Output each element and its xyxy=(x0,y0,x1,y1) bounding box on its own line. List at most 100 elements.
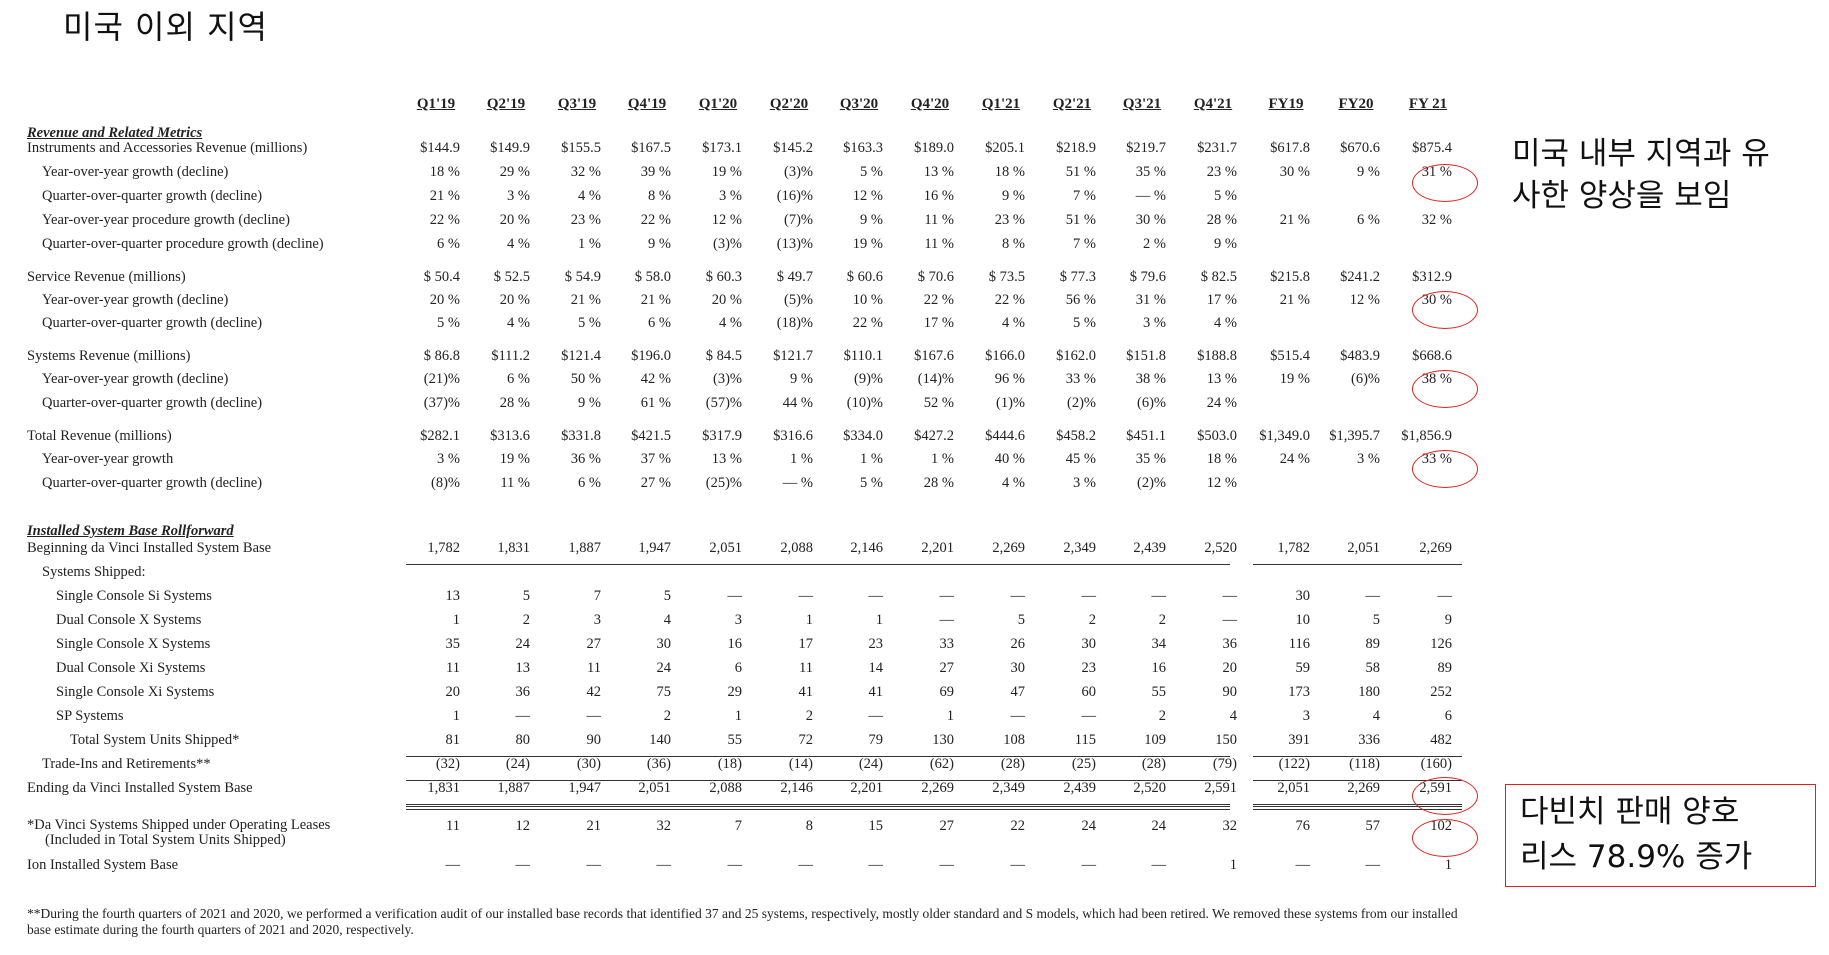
table-cell: 23 xyxy=(1081,660,1097,676)
table-cell: 7 xyxy=(593,588,601,604)
table-cell: — xyxy=(727,857,743,873)
table-cell: (160) xyxy=(1420,756,1452,772)
table-cell: $ 50.4 xyxy=(423,269,460,285)
table-cell: 8 % xyxy=(648,188,671,204)
highlight-oval xyxy=(1412,164,1478,202)
table-cell: (25) xyxy=(1071,756,1096,772)
table-cell: (118) xyxy=(1349,756,1380,772)
table-cell: $483.9 xyxy=(1340,348,1380,364)
table-cell: — xyxy=(798,588,814,604)
table-cell: 3 % xyxy=(719,188,742,204)
table-cell: $173.1 xyxy=(702,140,742,156)
table-cell: 18 % xyxy=(1206,451,1237,467)
table-cell: $ 58.0 xyxy=(634,269,671,285)
table-cell: (10)% xyxy=(846,395,883,411)
row-label: Quarter-over-quarter growth (decline) xyxy=(42,315,263,331)
annotation-box xyxy=(1505,784,1816,887)
table-cell: 3 % xyxy=(507,188,530,204)
table-cell: 32 % xyxy=(1421,212,1452,228)
table-cell: $427.2 xyxy=(914,428,954,444)
table-cell: $668.6 xyxy=(1412,348,1452,364)
table-cell: 76 xyxy=(1295,818,1311,834)
table-cell: 1 xyxy=(1444,857,1452,873)
table-cell: 2,520 xyxy=(1204,540,1237,556)
table-cell: — xyxy=(586,708,602,724)
table-cell: (32) xyxy=(435,756,460,772)
table-cell: 11 % xyxy=(924,236,954,252)
table-cell: 24 % xyxy=(1206,395,1237,411)
table-cell: 1,947 xyxy=(638,540,671,556)
row-label: Systems Shipped: xyxy=(42,564,146,580)
table-cell: 1 xyxy=(1229,857,1237,873)
highlight-oval xyxy=(1412,450,1478,488)
table-cell: 4 % xyxy=(719,315,742,331)
table-cell: 13 xyxy=(445,588,461,604)
table-cell: 18 % xyxy=(429,164,460,180)
table-cell: 2,269 xyxy=(992,540,1025,556)
table-cell: 3 xyxy=(593,612,601,628)
table-cell: 13 % xyxy=(923,164,954,180)
table-cell: $334.0 xyxy=(843,428,883,444)
table-cell: 47 xyxy=(1010,684,1026,700)
table-cell: 391 xyxy=(1288,732,1310,748)
table-cell: 1,947 xyxy=(568,780,601,796)
table-cell: (7)% xyxy=(784,212,813,228)
table-cell: — % xyxy=(1135,188,1166,204)
row-label: Beginning da Vinci Installed System Base xyxy=(27,540,272,556)
row-label: (Included in Total System Units Shipped) xyxy=(45,832,286,848)
table-cell: (28) xyxy=(1141,756,1166,772)
table-cell: 2,520 xyxy=(1133,780,1166,796)
table-cell: $515.4 xyxy=(1270,348,1310,364)
table-cell: (3)% xyxy=(784,164,813,180)
table-cell: 2,051 xyxy=(638,780,671,796)
table-cell: 36 xyxy=(515,684,531,700)
table-cell: 2,146 xyxy=(850,540,883,556)
table-cell: — xyxy=(1081,857,1097,873)
table-cell: 16 xyxy=(1151,660,1167,676)
table-cell: 13 xyxy=(515,660,531,676)
table-cell: 23 % xyxy=(570,212,601,228)
table-cell: 30 % xyxy=(1279,164,1310,180)
table-cell: 51 % xyxy=(1065,164,1096,180)
table-cell: 1 xyxy=(946,708,954,724)
table-cell: 20 xyxy=(445,684,461,700)
table-cell: 81 xyxy=(445,732,461,748)
highlight-oval xyxy=(1412,370,1478,408)
column-header: Q1'21 xyxy=(981,96,1021,112)
table-cell: — xyxy=(515,857,531,873)
row-label: Quarter-over-quarter growth (decline) xyxy=(42,188,263,204)
table-cell: 11 % xyxy=(924,212,954,228)
table-cell: 2 xyxy=(663,708,671,724)
table-cell: 16 % xyxy=(923,188,954,204)
table-cell: 2,051 xyxy=(1277,780,1310,796)
row-label: Single Console Xi Systems xyxy=(56,684,215,700)
table-cell: 2 xyxy=(1158,612,1166,628)
table-cell: 6 % xyxy=(437,236,460,252)
table-double-rule xyxy=(406,806,1230,810)
row-label: Ending da Vinci Installed System Base xyxy=(27,780,253,796)
table-rule xyxy=(406,780,1230,781)
table-cell: 1,887 xyxy=(568,540,601,556)
table-cell: 13 % xyxy=(1206,371,1237,387)
table-cell: $ 49.7 xyxy=(776,269,813,285)
table-rule xyxy=(406,564,1230,565)
table-cell: — xyxy=(868,708,884,724)
table-cell: 36 xyxy=(1222,636,1238,652)
table-cell: 60 xyxy=(1081,684,1097,700)
table-cell: 2,439 xyxy=(1063,780,1096,796)
table-cell: 56 % xyxy=(1065,292,1096,308)
table-cell: 51 % xyxy=(1065,212,1096,228)
table-cell: 2,439 xyxy=(1133,540,1166,556)
table-cell: 24 % xyxy=(1279,451,1310,467)
table-cell: 21 % xyxy=(640,292,671,308)
row-label: Year-over-year growth xyxy=(42,451,174,467)
table-cell: — xyxy=(939,857,955,873)
table-cell: (2)% xyxy=(1137,475,1166,491)
table-cell: 7 % xyxy=(1073,188,1096,204)
table-cell: 140 xyxy=(649,732,671,748)
table-cell: 3 xyxy=(1302,708,1310,724)
table-cell: 28 % xyxy=(923,475,954,491)
table-cell: 42 % xyxy=(640,371,671,387)
table-cell: 72 xyxy=(798,732,814,748)
table-cell: 22 % xyxy=(640,212,671,228)
